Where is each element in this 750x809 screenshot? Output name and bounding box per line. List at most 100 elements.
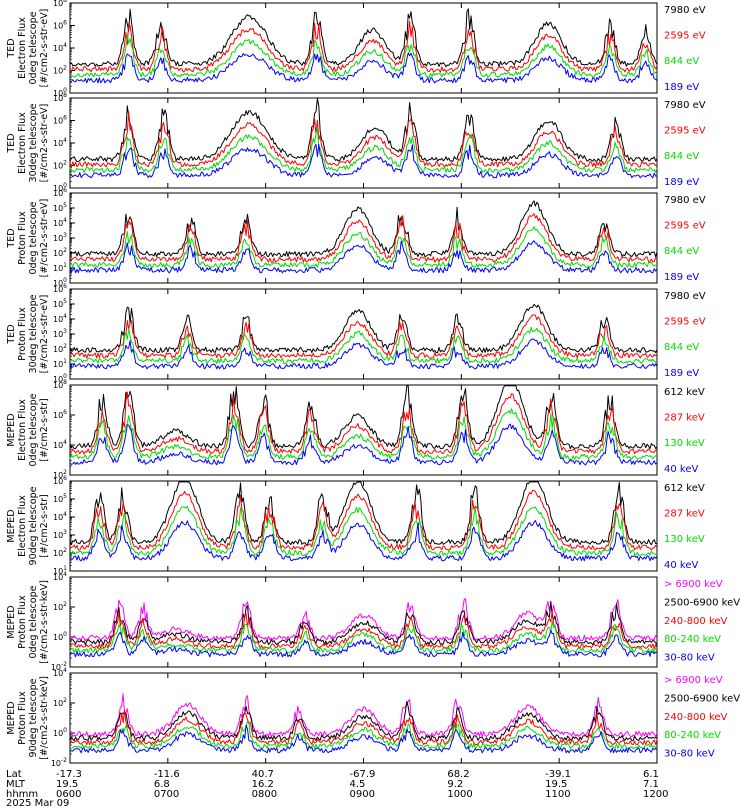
y-tick-label: 106 <box>53 187 67 198</box>
series-trace <box>69 610 658 650</box>
series-trace <box>69 226 658 268</box>
series-trace <box>69 489 658 551</box>
y-tick-label: 102 <box>53 160 67 171</box>
legend-channel: 287 keV <box>664 509 705 520</box>
x-tick-label-lat: -17.3 <box>56 769 82 780</box>
x-tick-label-hhmm: 1100 <box>545 789 571 800</box>
x-tick-label-lat: -39.1 <box>545 769 572 780</box>
legend-channel: 2595 eV <box>664 221 706 232</box>
y-tick-label: 101 <box>53 565 67 576</box>
legend-channel: 844 eV <box>664 342 699 353</box>
y-tick-label: 108 <box>53 92 67 103</box>
row-label-mlt: MLT <box>6 779 25 790</box>
y-axis-label: TEDElectron Flux30deg telescope[#/cm2-s-… <box>6 103 50 182</box>
y-tick-label: 102 <box>53 65 67 76</box>
series-trace <box>69 481 658 546</box>
x-tick-label-lat: -67.9 <box>349 769 376 780</box>
series-trace <box>69 620 658 654</box>
y-tick-label: 104 <box>53 313 67 324</box>
legend-channel: 189 eV <box>664 177 699 188</box>
x-tick-label-lat: 68.2 <box>447 769 470 780</box>
y-tick-label: 102 <box>53 547 67 558</box>
date-label: 2025 Mar 09 <box>6 798 70 809</box>
y-tick-label: 101 <box>53 262 67 273</box>
series-trace <box>69 423 658 466</box>
legend-channel: 240-800 keV <box>664 712 728 723</box>
series-trace <box>69 314 658 359</box>
legend-channel: 7980 eV <box>664 291 706 302</box>
y-axis-label: MEPEDProton Flux0deg telescope[#/cm2-s-s… <box>6 580 50 664</box>
series-trace <box>69 520 658 562</box>
y-tick-label: 104 <box>53 571 67 582</box>
y-axis-label: TEDElectron Flux0deg telescope[#/cm2-s-s… <box>6 9 50 88</box>
series-trace <box>69 709 658 746</box>
legend-channel: 189 eV <box>664 272 699 283</box>
series-trace <box>69 52 658 84</box>
y-tick-label: 104 <box>53 42 67 53</box>
y-tick-label: 100 <box>53 277 67 288</box>
legend-channel: 7980 eV <box>664 195 706 206</box>
series-trace <box>69 385 658 450</box>
series-trace <box>69 303 658 354</box>
series-trace <box>69 240 658 274</box>
series-trace <box>69 600 658 646</box>
y-tick-label: 102 <box>53 469 67 480</box>
y-tick-label: 102 <box>53 247 67 258</box>
y-tick-label: 104 <box>53 511 67 522</box>
x-tick-label-hhmm: 0800 <box>251 789 278 800</box>
legend-channel: 2595 eV <box>664 31 706 42</box>
y-tick-label: 104 <box>53 439 67 450</box>
series-trace <box>69 701 658 742</box>
y-tick-label: 100 <box>53 631 67 642</box>
series-trace <box>69 391 658 455</box>
x-tick-label-lat: 40.7 <box>251 769 274 780</box>
legend-channel: 80-240 keV <box>664 730 721 741</box>
series-trace <box>69 8 658 68</box>
series-trace <box>69 143 658 179</box>
legend-channel: > 6900 keV <box>664 675 723 686</box>
series-trace <box>69 598 658 642</box>
series-trace <box>69 34 658 78</box>
y-axis-label: MEPEDElectron Flux90deg telescope[#/cm2-… <box>6 486 50 565</box>
legend-channel: 844 eV <box>664 246 699 257</box>
series-trace <box>69 98 658 163</box>
legend-channel: 287 keV <box>664 413 705 424</box>
legend-channel: 612 keV <box>664 387 705 398</box>
y-tick-label: 104 <box>53 217 67 228</box>
y-tick-label: 105 <box>53 298 67 309</box>
series-trace <box>69 213 658 263</box>
legend-channel: 7980 eV <box>664 100 706 111</box>
legend-channel: 189 eV <box>664 368 699 379</box>
y-tick-label: 100 <box>53 373 67 384</box>
y-tick-label: 10-2 <box>51 757 67 768</box>
legend-channel: 40 keV <box>664 560 698 571</box>
legend-channel: 30-80 keV <box>664 653 715 664</box>
x-tick-label-mlt: 19.5 <box>56 779 79 790</box>
y-tick-label: 102 <box>53 601 67 612</box>
row-label-hhmm: hhmm <box>6 789 39 800</box>
y-tick-label: 101 <box>53 358 67 369</box>
x-tick-label-mlt: 9.2 <box>447 779 464 790</box>
x-tick-label-hhmm: 0700 <box>153 789 180 800</box>
series-trace <box>69 200 658 258</box>
legend-channel: 240-800 keV <box>664 616 728 627</box>
y-tick-label: 10-2 <box>51 661 67 672</box>
y-axis-label: TEDProton Flux30deg telescope[#/cm2-s-st… <box>6 294 50 373</box>
legend-channel: 30-80 keV <box>664 749 715 760</box>
y-tick-label: 102 <box>53 697 67 708</box>
x-tick-label-hhmm: 0900 <box>349 789 375 800</box>
x-tick-label-lat: 6.1 <box>643 769 659 780</box>
y-axis-label: MEPEDElectron Flux0deg telescope[#/cm2-s… <box>6 393 50 466</box>
y-axis-label: MEPEDProton Flux90deg telescope[#/cm2-s-… <box>6 676 50 760</box>
legend-channel: 7980 eV <box>664 5 706 16</box>
y-tick-label: 106 <box>53 20 67 31</box>
y-tick-label: 100 <box>53 87 67 98</box>
series-trace <box>69 128 658 173</box>
legend-channel: 2500-6900 keV <box>664 693 740 704</box>
y-axis-label: TEDProton Flux0deg telescope[#/cm2-s-str… <box>6 199 50 278</box>
y-tick-label: 106 <box>53 283 67 294</box>
x-axis-footer: Lat MLT hhmm 2025 Mar 09 -17.3 19.5 0600 -1… <box>0 768 750 809</box>
